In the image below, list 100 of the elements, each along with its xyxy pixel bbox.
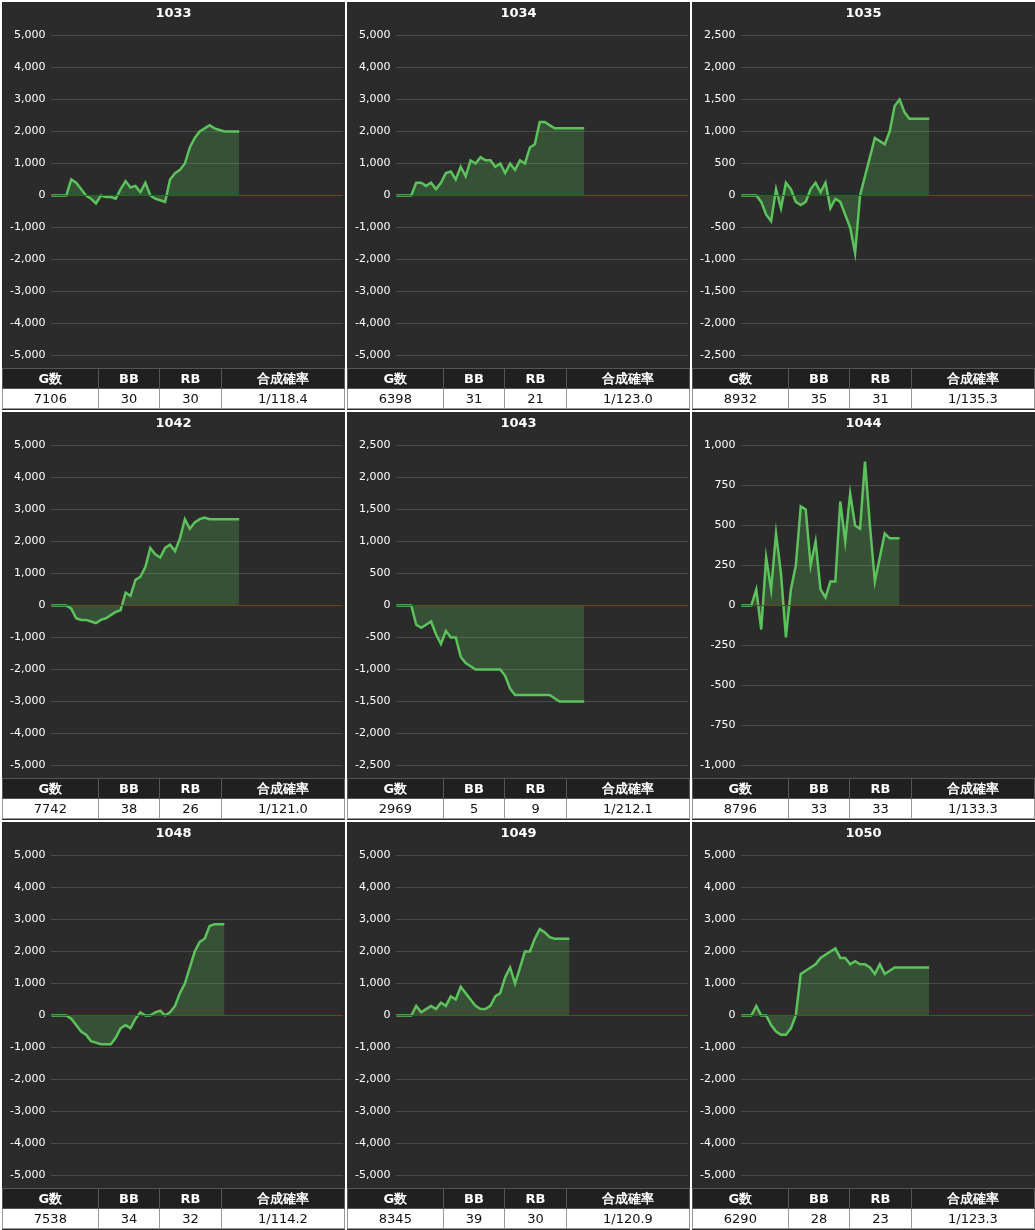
text: 1/212.1 (566, 798, 690, 819)
text: 9 (504, 798, 567, 819)
y-tick-label: 5,000 (13, 28, 46, 42)
y-tick-label: -1,000 (354, 220, 391, 234)
text: 合成確率 (221, 1188, 345, 1209)
y-tick-label: 2,500 (358, 438, 391, 452)
text: 合成確率 (566, 1188, 690, 1209)
text: 合成確率 (911, 778, 1035, 799)
y-tick-label: -3,000 (9, 694, 46, 708)
chart-title: 1033 (155, 5, 192, 21)
text: 1/135.3 (911, 388, 1035, 409)
y-tick-label: 3,000 (703, 912, 736, 926)
text: 2969 (347, 798, 444, 819)
text: 23 (849, 1208, 912, 1229)
y-tick-label: 2,000 (358, 470, 391, 484)
y-tick-label: 0 (383, 598, 391, 612)
y-tick-label: 750 (714, 478, 736, 492)
y-tick-label: 500 (714, 518, 736, 532)
y-tick-label: -3,000 (699, 1104, 736, 1118)
chart-title: 1035 (845, 5, 882, 21)
chart-title: 1042 (155, 415, 192, 431)
y-tick-label: -2,000 (9, 252, 46, 266)
text: G数 (692, 1188, 789, 1209)
y-tick-label: 4,000 (13, 470, 46, 484)
text: G数 (347, 778, 444, 799)
text: BB (788, 368, 850, 389)
y-tick-label: 500 (369, 566, 391, 580)
y-tick-label: -3,000 (354, 284, 391, 298)
y-tick-label: 0 (38, 598, 46, 612)
y-tick-label: 2,000 (703, 944, 736, 958)
y-tick-label: -5,000 (9, 348, 46, 362)
y-tick-label: -3,000 (9, 284, 46, 298)
y-tick-label: 1,000 (358, 976, 391, 990)
y-tick-label: -4,000 (354, 316, 391, 330)
text: RB (159, 1188, 222, 1209)
y-tick-label: -1,500 (354, 694, 391, 708)
text: 7742 (2, 798, 99, 819)
y-tick-label: 500 (714, 156, 736, 170)
y-tick-label: -500 (710, 678, 736, 692)
text: BB (788, 778, 850, 799)
y-tick-label: 2,000 (13, 944, 46, 958)
text: 31 (443, 388, 505, 409)
y-tick-label: -5,000 (9, 758, 46, 772)
y-tick-label: 1,500 (358, 502, 391, 516)
y-tick-label: -1,000 (699, 1040, 736, 1054)
chart-title: 1050 (845, 825, 882, 841)
y-tick-label: 0 (728, 188, 736, 202)
y-tick-label: 0 (383, 188, 391, 202)
text: 31 (849, 388, 912, 409)
y-tick-label: 1,000 (13, 566, 46, 580)
text: BB (98, 778, 160, 799)
y-tick-label: 4,000 (358, 880, 391, 894)
y-tick-label: -1,000 (9, 220, 46, 234)
text: 7538 (2, 1208, 99, 1229)
text: G数 (2, 368, 99, 389)
y-tick-label: 5,000 (13, 438, 46, 452)
y-tick-label: 3,000 (358, 912, 391, 926)
y-tick-label: -4,000 (699, 1136, 736, 1150)
text: G数 (347, 368, 444, 389)
text: 8932 (692, 388, 789, 409)
text: G数 (2, 778, 99, 799)
text: RB (849, 1188, 912, 1209)
text: 35 (788, 388, 850, 409)
text: 7106 (2, 388, 99, 409)
y-tick-label: -5,000 (9, 1168, 46, 1182)
text: 1/133.3 (911, 798, 1035, 819)
text: 6290 (692, 1208, 789, 1229)
y-tick-label: 1,000 (703, 438, 736, 452)
text: 26 (159, 798, 222, 819)
text: 39 (443, 1208, 505, 1229)
y-tick-label: 5,000 (13, 848, 46, 862)
y-tick-label: -4,000 (9, 1136, 46, 1150)
text: 30 (504, 1208, 567, 1229)
text: 1/114.2 (221, 1208, 345, 1229)
text: RB (159, 368, 222, 389)
y-tick-label: -2,000 (354, 252, 391, 266)
y-tick-label: 0 (728, 598, 736, 612)
y-tick-label: 5,000 (703, 848, 736, 862)
text: 33 (788, 798, 850, 819)
chart-title: 1044 (845, 415, 882, 431)
y-tick-label: -3,000 (354, 1104, 391, 1118)
y-tick-label: 2,500 (703, 28, 736, 42)
y-tick-label: 3,000 (13, 502, 46, 516)
y-tick-label: -1,000 (699, 252, 736, 266)
y-tick-label: -1,500 (699, 284, 736, 298)
text: 5 (443, 798, 505, 819)
y-tick-label: 1,000 (703, 124, 736, 138)
text: 33 (849, 798, 912, 819)
text: RB (849, 778, 912, 799)
y-tick-label: 5,000 (358, 28, 391, 42)
y-tick-label: 4,000 (13, 60, 46, 74)
text: 1/123.0 (566, 388, 690, 409)
text: BB (788, 1188, 850, 1209)
y-tick-label: -4,000 (9, 316, 46, 330)
text: 8796 (692, 798, 789, 819)
y-tick-label: -1,000 (9, 630, 46, 644)
y-tick-label: -1,000 (699, 758, 736, 772)
text: 合成確率 (566, 778, 690, 799)
y-tick-label: -250 (710, 638, 736, 652)
y-tick-label: 3,000 (13, 92, 46, 106)
